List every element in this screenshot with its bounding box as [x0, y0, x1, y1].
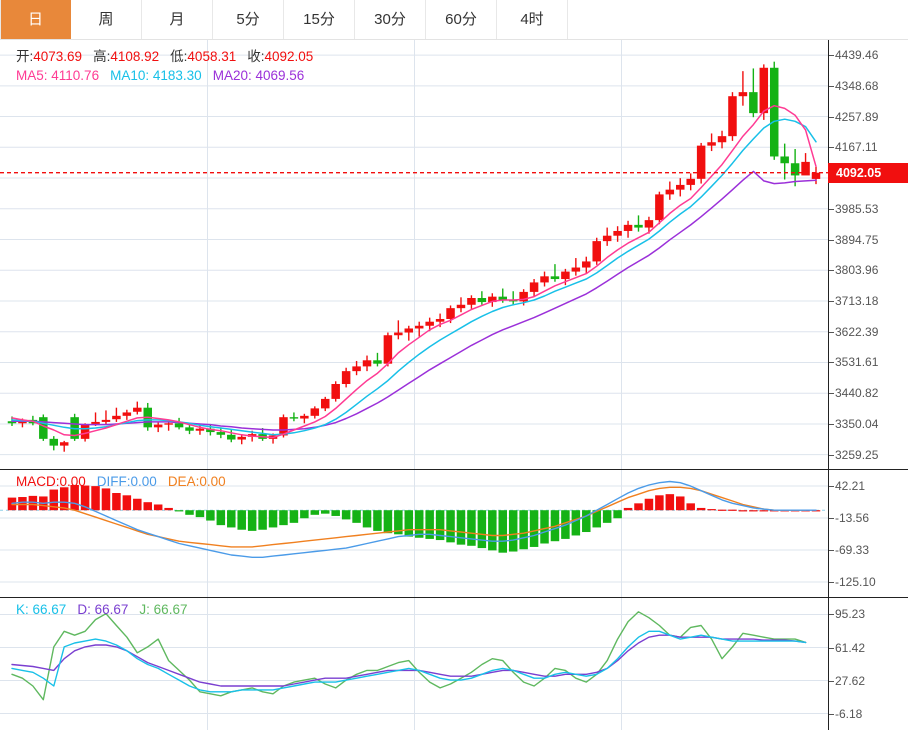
axis-tick-label: 3985.53	[835, 201, 879, 216]
axis-tick-mark	[829, 331, 834, 333]
axis-tick-label: 27.62	[835, 673, 866, 688]
macd-legend: MACD:0.00 DIFF:0.00 DEA:0.00	[16, 474, 237, 489]
high-value: 4108.92	[110, 49, 160, 64]
macd-panel: MACD:0.00 DIFF:0.00 DEA:0.00 42.21 -13.56 -6…	[0, 470, 908, 598]
axis-tick-mark	[829, 208, 834, 210]
axis-tick-mark	[829, 270, 834, 272]
ma10-label: MA10:	[110, 68, 150, 83]
axis-tick-mark	[829, 614, 834, 616]
dea-label: DEA:	[167, 474, 200, 489]
axis-tick-label: 4257.89	[835, 109, 879, 124]
ma5-value: 4110.76	[51, 68, 100, 83]
axis-tick-mark	[829, 362, 834, 364]
j-value: 66.67	[153, 602, 188, 617]
d-label: D:	[77, 602, 91, 617]
macd-axis: 42.21 -13.56 -69.33 -125.10	[828, 470, 908, 597]
axis-tick-mark	[829, 116, 834, 118]
axis-tick-mark	[829, 647, 834, 649]
axis-tick-label: 3894.75	[835, 232, 879, 247]
timeframe-tab-7[interactable]: 4时	[497, 0, 568, 39]
axis-tick-label: -125.10	[835, 575, 876, 589]
price-legend: 开:4073.69 高:4108.92 低:4058.31 收:4092.05 MA5…	[16, 45, 324, 83]
axis-tick-mark	[829, 393, 834, 395]
axis-tick-mark	[829, 300, 834, 302]
price-axis: 4439.464348.684257.894167.114076.323985.…	[828, 40, 908, 469]
kdj-legend: K: 66.67 D: 66.67 J: 66.67	[16, 602, 198, 617]
diff-value: 0.00	[130, 474, 157, 489]
axis-tick-label: 61.42	[835, 640, 866, 655]
open-value: 4073.69	[33, 49, 83, 64]
axis-tick-label: 42.21	[835, 479, 866, 493]
high-label: 高:	[93, 49, 111, 64]
low-value: 4058.31	[187, 49, 237, 64]
axis-tick-label: 3803.96	[835, 263, 879, 278]
timeframe-tab-3[interactable]: 5分	[213, 0, 284, 39]
ma20-value: 4069.56	[255, 68, 305, 83]
kdj-panel: K: 66.67 D: 66.67 J: 66.67 95.23 61.42 27.62…	[0, 598, 908, 730]
kdj-axis: 95.23 61.42 27.62 -6.18	[828, 598, 908, 730]
axis-tick-label: -69.33	[835, 543, 870, 557]
timeframe-tab-6[interactable]: 60分	[426, 0, 497, 39]
timeframe-tab-4[interactable]: 15分	[284, 0, 355, 39]
open-label: 开:	[16, 49, 34, 64]
close-value: 4092.05	[264, 49, 314, 64]
d-value: 66.67	[94, 602, 129, 617]
axis-tick-label: -13.56	[835, 511, 870, 525]
ma20-label: MA20:	[212, 68, 252, 83]
close-label: 收:	[247, 49, 265, 64]
j-label: J:	[139, 602, 150, 617]
dea-value: 0.00	[199, 474, 226, 489]
axis-tick-mark	[829, 55, 834, 57]
diff-label: DIFF:	[96, 474, 131, 489]
axis-tick-mark	[829, 147, 834, 149]
ma10-value: 4183.30	[152, 68, 202, 83]
axis-tick-mark	[829, 550, 834, 551]
k-value: 66.67	[32, 602, 67, 617]
price-panel: 开:4073.69 高:4108.92 低:4058.31 收:4092.05 MA5…	[0, 40, 908, 470]
axis-tick-label: 4348.68	[835, 78, 879, 93]
axis-tick-label: 4439.46	[835, 48, 879, 63]
k-label: K:	[16, 602, 29, 617]
current-price-tag: 4092.05	[828, 162, 908, 183]
timeframe-tab-1[interactable]: 周	[71, 0, 142, 39]
kdj-plot-area[interactable]	[0, 598, 828, 730]
axis-tick-mark	[829, 85, 834, 87]
macd-value: 0.00	[59, 474, 86, 489]
price-plot-area[interactable]	[0, 40, 828, 469]
axis-tick-mark	[829, 582, 834, 583]
ma5-label: MA5:	[16, 68, 48, 83]
axis-tick-label: 3440.82	[835, 386, 879, 401]
axis-tick-label: 95.23	[835, 607, 866, 622]
axis-tick-mark	[829, 713, 834, 715]
axis-tick-label: 3622.39	[835, 324, 879, 339]
axis-tick-mark	[829, 486, 834, 487]
axis-tick-mark	[829, 423, 834, 425]
axis-tick-label: 3350.04	[835, 416, 879, 431]
timeframe-tab-bar: 日周月 5分 15分 30分 60分 4时	[0, 0, 908, 40]
timeframe-tab-2[interactable]: 月	[142, 0, 213, 39]
timeframe-tab-5[interactable]: 30分	[355, 0, 426, 39]
axis-tick-mark	[829, 518, 834, 519]
low-label: 低:	[170, 49, 188, 64]
axis-tick-label: 3713.18	[835, 293, 879, 308]
axis-tick-label: 4167.11	[835, 140, 878, 155]
axis-tick-label: -6.18	[835, 706, 863, 721]
axis-tick-mark	[829, 680, 834, 682]
macd-plot-area[interactable]	[0, 470, 828, 597]
tab-bar-filler	[568, 0, 908, 39]
axis-tick-label: 3531.61	[835, 355, 879, 370]
axis-tick-label: 3259.25	[835, 447, 879, 462]
axis-tick-mark	[829, 454, 834, 456]
macd-label: MACD:	[16, 474, 60, 489]
axis-tick-mark	[829, 239, 834, 241]
timeframe-tab-0[interactable]: 日	[0, 0, 71, 39]
